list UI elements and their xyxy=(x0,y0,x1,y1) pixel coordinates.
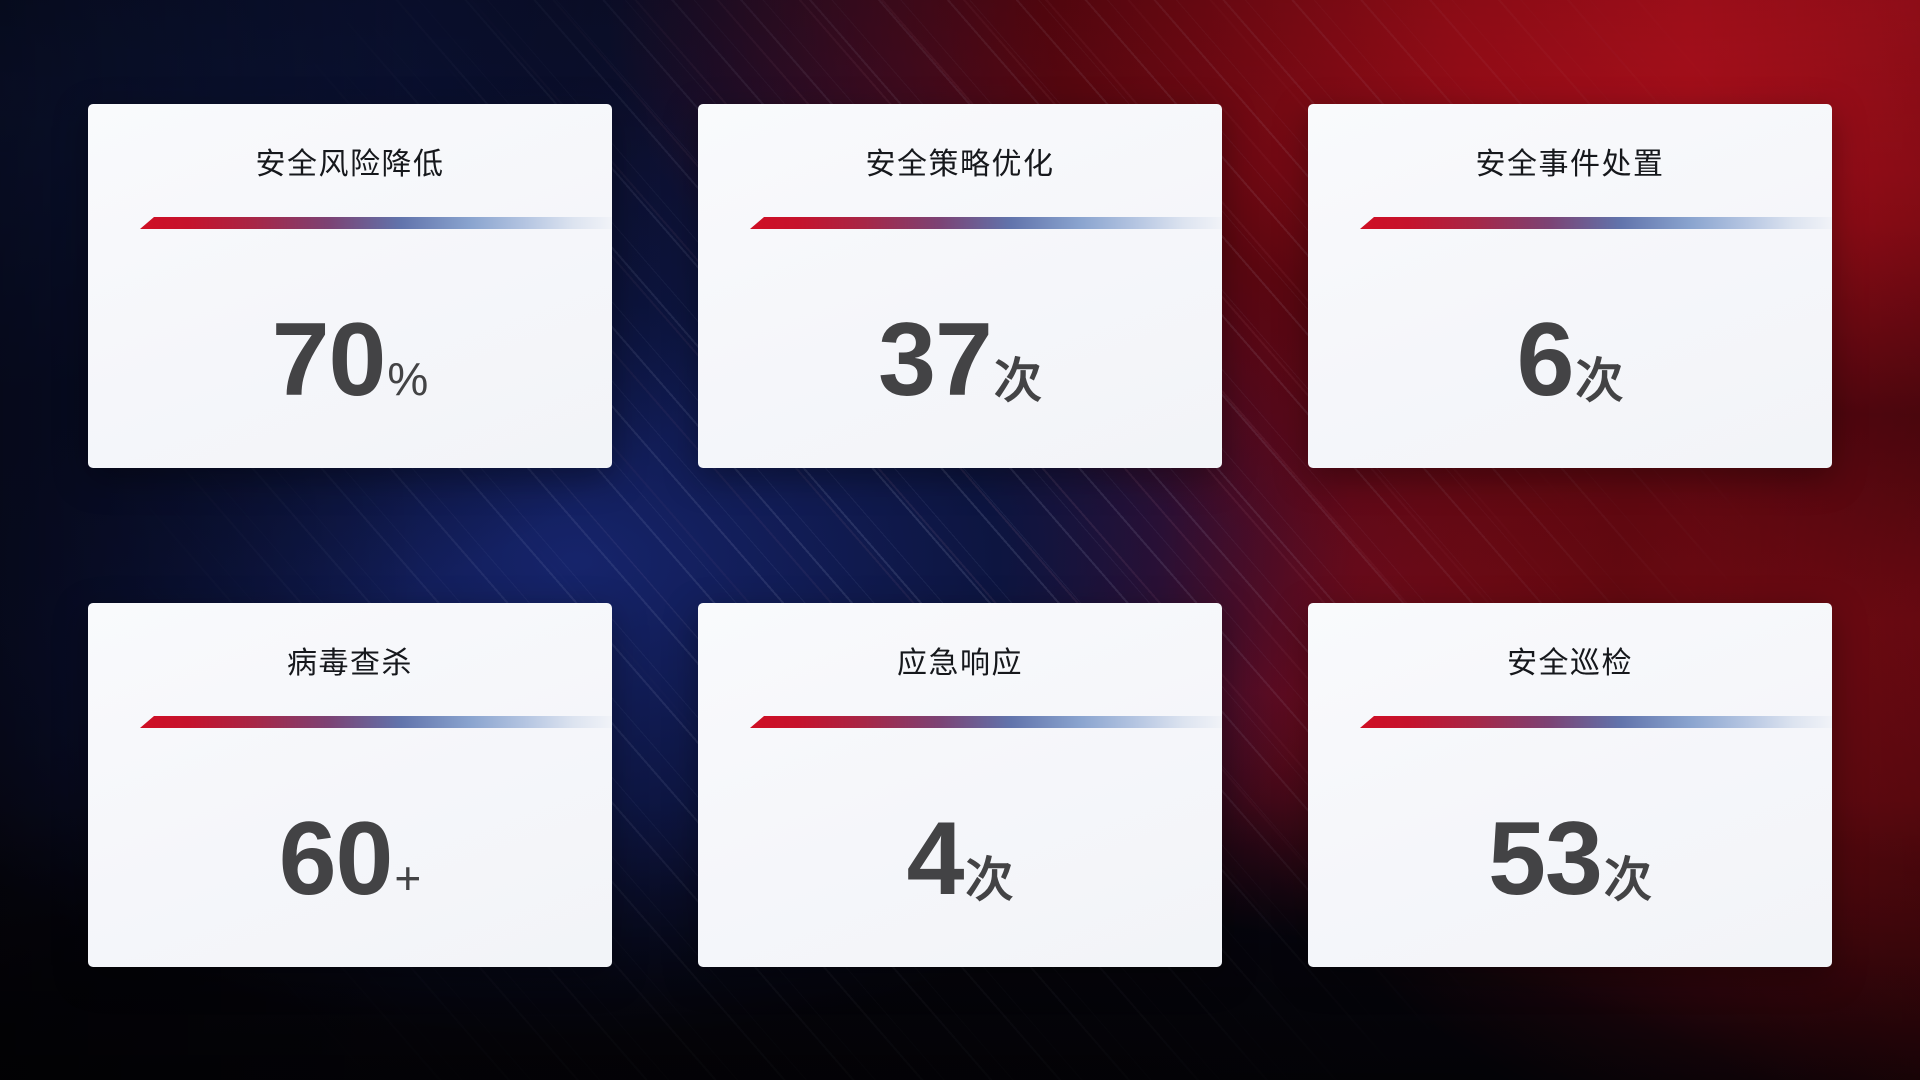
stat-card[interactable]: 应急响应 4 次 xyxy=(698,603,1222,967)
accent-bar xyxy=(750,716,1222,728)
stat-value-number: 60 xyxy=(278,801,394,917)
accent-bar-wrap xyxy=(1308,716,1832,728)
accent-bar xyxy=(1360,716,1832,728)
stat-value-number: 4 xyxy=(906,801,965,917)
stat-value-unit: 次 xyxy=(965,854,1014,907)
stat-value-unit: % xyxy=(387,353,429,405)
stat-value-number: 53 xyxy=(1488,801,1603,917)
accent-bar-wrap xyxy=(88,217,612,229)
stat-card[interactable]: 安全事件处置 6 次 xyxy=(1308,104,1832,468)
stat-card[interactable]: 安全风险降低 70 % xyxy=(88,104,612,468)
stat-value-unit: 次 xyxy=(1575,355,1624,408)
stat-card-title: 病毒查杀 xyxy=(287,647,413,680)
accent-bar-wrap xyxy=(1308,217,1832,229)
stat-value-number: 6 xyxy=(1516,302,1575,418)
stat-card-value: 6 次 xyxy=(1517,308,1624,412)
accent-bar xyxy=(1360,217,1832,229)
stat-value-unit: 次 xyxy=(1603,854,1652,907)
stat-card-value: 60 + xyxy=(279,807,422,911)
stat-value-unit: 次 xyxy=(993,355,1042,408)
accent-bar-wrap xyxy=(88,716,612,728)
stat-card[interactable]: 安全策略优化 37 次 xyxy=(698,104,1222,468)
accent-bar xyxy=(750,217,1222,229)
stat-value-number: 37 xyxy=(878,302,993,418)
stat-card-title: 安全风险降低 xyxy=(255,148,445,181)
stat-card-value: 4 次 xyxy=(907,807,1014,911)
stat-card-value: 70 % xyxy=(272,308,429,412)
accent-bar-wrap xyxy=(698,217,1222,229)
accent-bar xyxy=(140,716,612,728)
stat-card-title: 安全巡检 xyxy=(1507,647,1633,680)
stat-card-value: 53 次 xyxy=(1488,807,1652,911)
stat-card-value: 37 次 xyxy=(878,308,1042,412)
accent-bar-wrap xyxy=(698,716,1222,728)
accent-bar xyxy=(140,217,612,229)
stat-card-grid: 安全风险降低 70 % 安全策略优化 37 次 安全事件处置 xyxy=(88,104,1832,967)
stat-card-title: 应急响应 xyxy=(897,647,1023,680)
stat-card[interactable]: 安全巡检 53 次 xyxy=(1308,603,1832,967)
stat-value-number: 70 xyxy=(271,302,387,418)
stat-card-title: 安全事件处置 xyxy=(1475,148,1665,181)
stat-value-unit: + xyxy=(394,852,422,904)
stat-card[interactable]: 病毒查杀 60 + xyxy=(88,603,612,967)
stat-card-title: 安全策略优化 xyxy=(865,148,1055,181)
